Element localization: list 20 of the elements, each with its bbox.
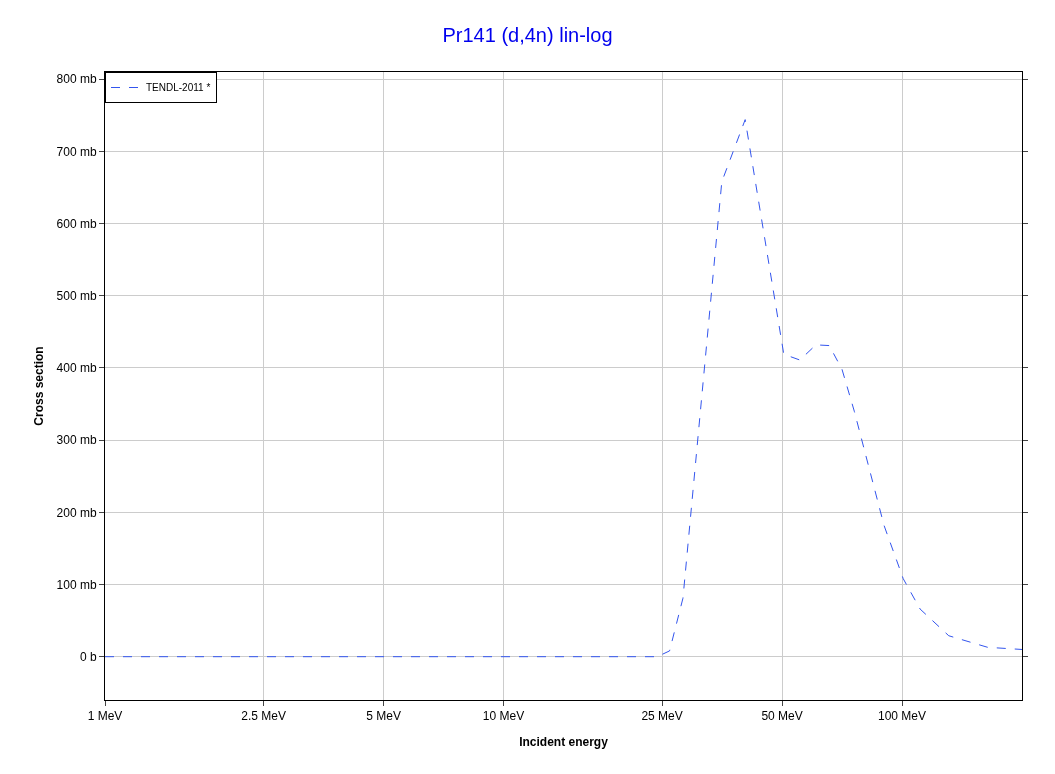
- chart-title: Pr141 (d,4n) lin-log: [442, 23, 613, 46]
- x-axis-title: Incident energy: [519, 735, 609, 750]
- x-tick-label: 100 MeV: [878, 709, 927, 724]
- x-tick-label: 2.5 MeV: [241, 709, 286, 724]
- x-tick-label: 5 MeV: [366, 709, 401, 724]
- x-tick-label: 1 MeV: [87, 709, 123, 724]
- y-tick-label: 300 mb: [56, 433, 97, 448]
- y-tick-label: 400 mb: [56, 361, 97, 376]
- x-tick-label: 10 MeV: [482, 709, 525, 724]
- legend-label: TENDL-2011 *: [146, 82, 211, 94]
- y-tick-label: 0 b: [79, 649, 97, 664]
- y-axis-title: Cross section: [31, 346, 46, 426]
- y-tick-label: 800 mb: [56, 72, 97, 87]
- y-tick-label: 200 mb: [56, 505, 97, 520]
- y-tick-label: 100 mb: [56, 577, 97, 592]
- x-tick-label: 50 MeV: [761, 709, 803, 724]
- y-tick-label: 600 mb: [56, 216, 97, 231]
- y-tick-label: 700 mb: [56, 144, 97, 159]
- y-tick-label: 500 mb: [56, 288, 97, 303]
- x-tick-label: 25 MeV: [641, 709, 683, 724]
